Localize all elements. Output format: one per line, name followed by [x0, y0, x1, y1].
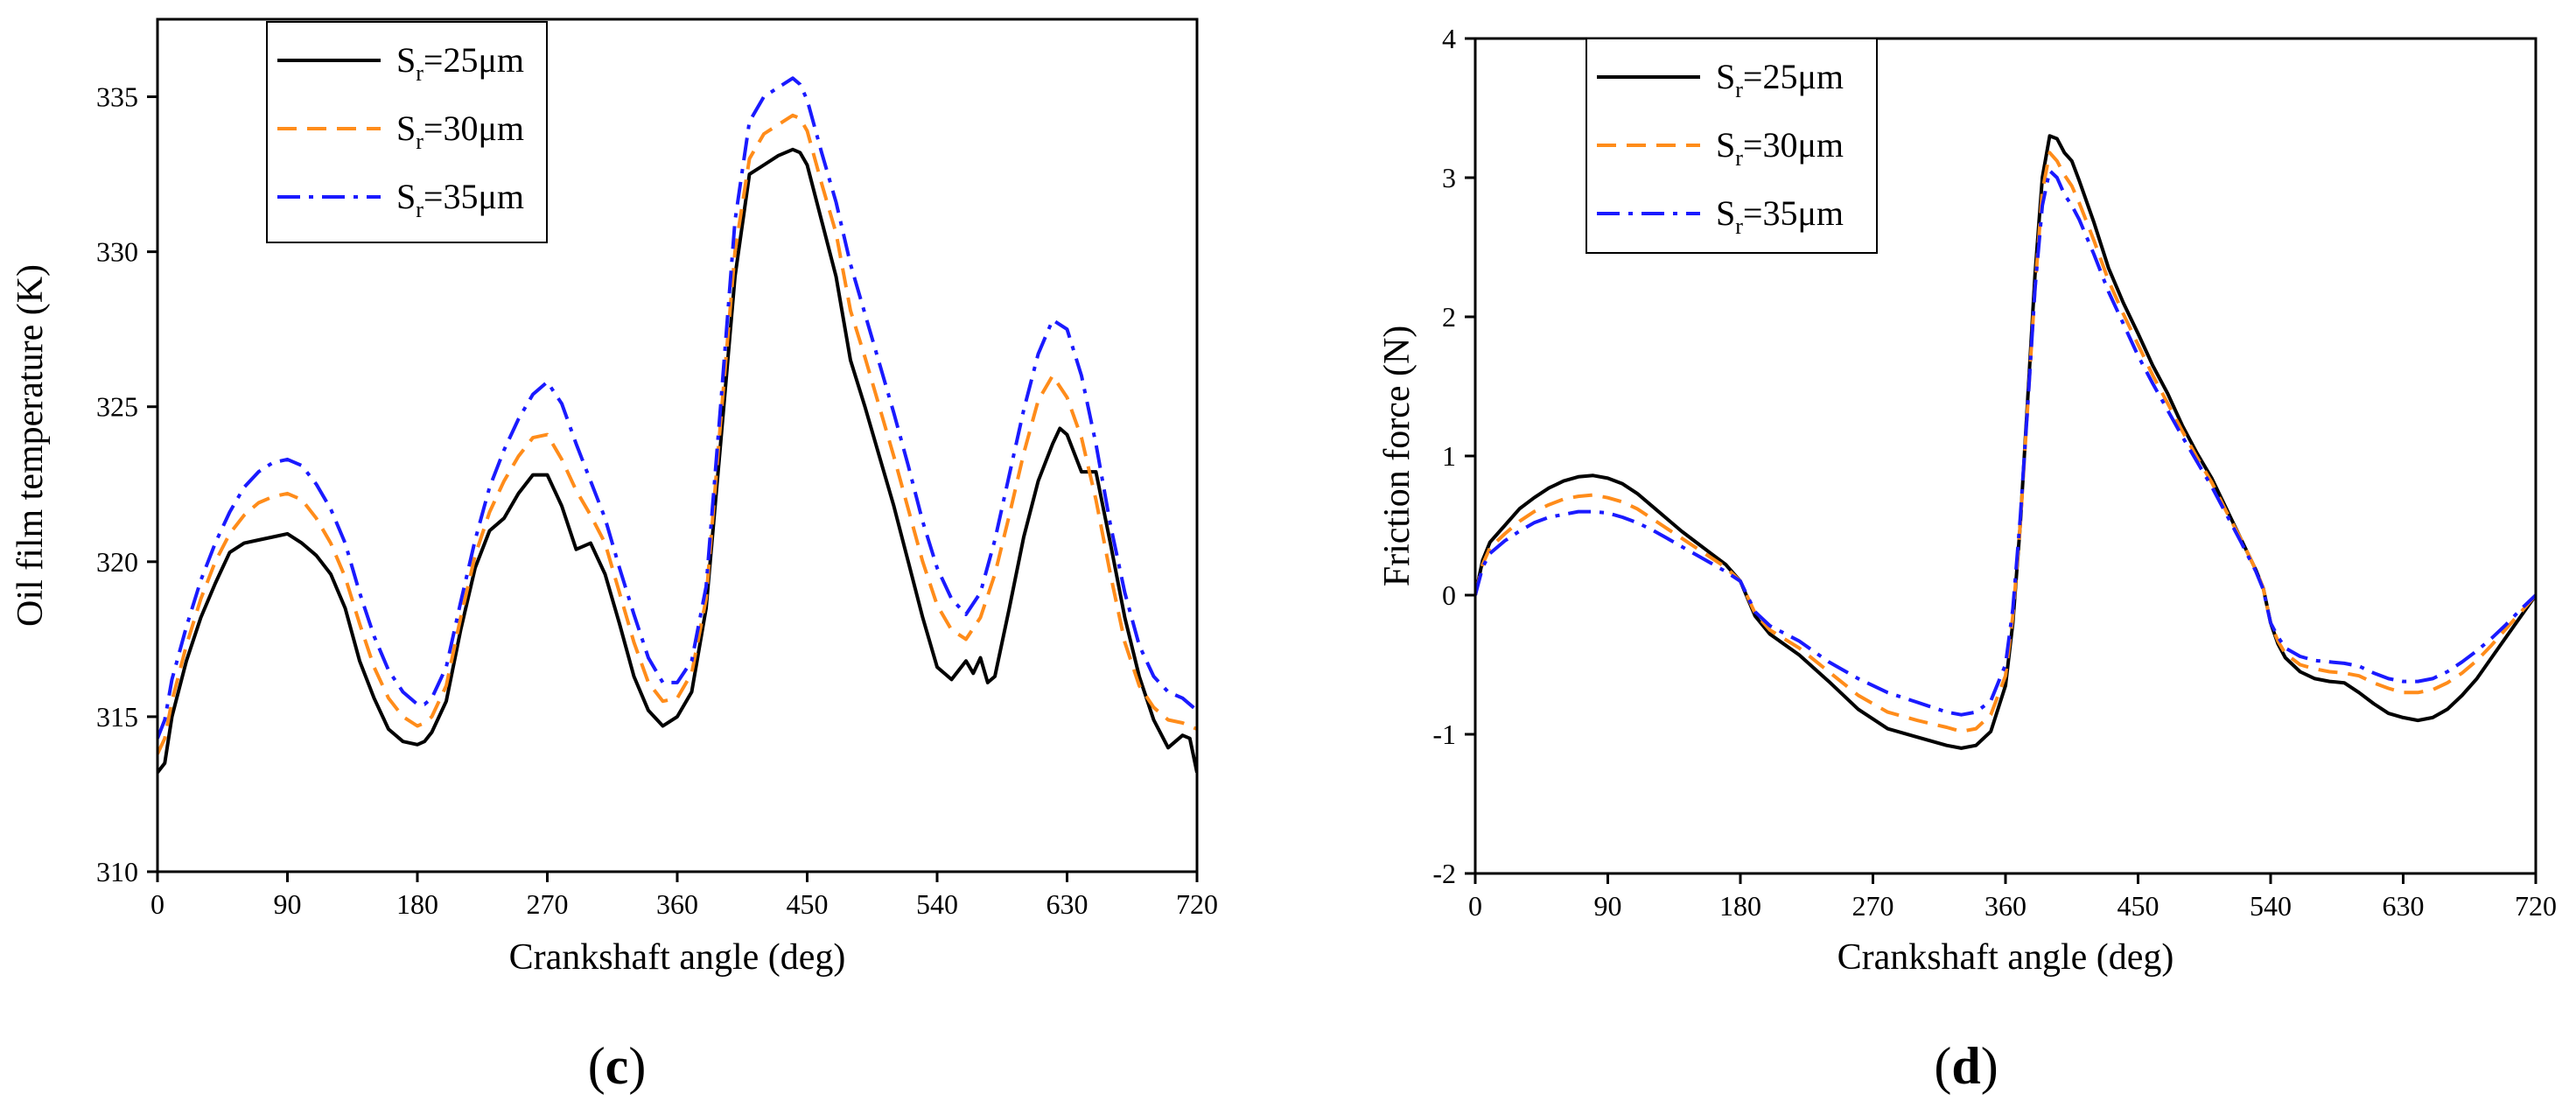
- y-tick-label: 335: [96, 81, 138, 113]
- y-tick-label: 2: [1442, 301, 1456, 333]
- y-tick-label: 3: [1442, 162, 1456, 193]
- x-tick-label: 630: [1046, 888, 1088, 920]
- series-line-2: [158, 113, 1197, 755]
- panel-label-d: (d): [1934, 1037, 1998, 1095]
- ticks-layer: 0 90 180 270 360 450 540 630 720 -2 -1 0 1 2 3 4: [1432, 23, 2557, 922]
- y-tick-label: -1: [1432, 719, 1456, 750]
- legend-label: Sr=30μm: [1716, 125, 1844, 171]
- x-tick-label: 90: [274, 888, 302, 920]
- panel-letter: d: [1951, 1037, 1980, 1095]
- y-tick-label: 320: [96, 546, 138, 578]
- y-axis-title: Oil film temperature (K): [10, 264, 51, 627]
- legend-label: Sr=35μm: [1716, 193, 1844, 239]
- y-tick-label: 330: [96, 236, 138, 268]
- legend: Sr=25μm Sr=30μm Sr=35μm: [266, 21, 548, 243]
- x-tick-label: 270: [527, 888, 569, 920]
- y-tick-label: 325: [96, 391, 138, 423]
- x-tick-label: 720: [2515, 890, 2557, 922]
- panel-label-c: (c): [588, 1037, 647, 1095]
- x-tick-label: 180: [1719, 890, 1761, 922]
- series-layer: [158, 76, 1197, 774]
- series-line-3: [158, 76, 1197, 740]
- chart-friction-force: 0 90 180 270 360 450 540 630 720 -2 -1 0 1 2 3 4 Cranks…: [1377, 23, 2557, 1095]
- y-tick-label: 0: [1442, 579, 1456, 611]
- y-tick-label: 4: [1442, 23, 1456, 54]
- series-line-3: [1475, 169, 2536, 717]
- x-tick-label: 0: [150, 888, 164, 920]
- legend-label: Sr=35μm: [396, 177, 524, 222]
- series-layer: [1475, 134, 2536, 750]
- x-tick-label: 360: [656, 888, 698, 920]
- panel-letter: c: [606, 1037, 629, 1095]
- x-tick-label: 0: [1468, 890, 1482, 922]
- y-tick-label: 310: [96, 856, 138, 887]
- y-tick-label: 1: [1442, 440, 1456, 472]
- x-tick-label: 540: [2250, 890, 2292, 922]
- x-tick-label: 90: [1594, 890, 1622, 922]
- x-axis-title: Crankshaft angle (deg): [1838, 937, 2174, 978]
- y-tick-label: -2: [1432, 858, 1456, 889]
- x-tick-label: 450: [2118, 890, 2160, 922]
- y-axis-title: Friction force (N): [1377, 326, 1418, 587]
- x-tick-label: 720: [1176, 888, 1218, 920]
- legend: Sr=25μm Sr=30μm Sr=35μm: [1586, 38, 1878, 254]
- legend-label: Sr=25μm: [1716, 57, 1844, 102]
- legend-label: Sr=30μm: [396, 109, 524, 154]
- x-tick-label: 360: [1984, 890, 2026, 922]
- x-tick-label: 270: [1852, 890, 1894, 922]
- x-axis-title: Crankshaft angle (deg): [509, 937, 846, 978]
- series-line-1: [158, 147, 1197, 774]
- ticks-layer: 0 90 180 270 360 450 540 630 720 310 315 320 325 330 3…: [96, 81, 1218, 920]
- legend-label: Sr=25μm: [396, 40, 524, 86]
- x-tick-label: 450: [787, 888, 829, 920]
- series-line-2: [1475, 151, 2536, 733]
- x-tick-label: 630: [2383, 890, 2425, 922]
- chart-oil-film-temperature: 0 90 180 270 360 450 540 630 720 310 315 320 325 330 3…: [10, 18, 1218, 1095]
- x-tick-label: 540: [916, 888, 958, 920]
- y-tick-label: 315: [96, 701, 138, 733]
- series-line-1: [1475, 134, 2536, 750]
- x-tick-label: 180: [396, 888, 438, 920]
